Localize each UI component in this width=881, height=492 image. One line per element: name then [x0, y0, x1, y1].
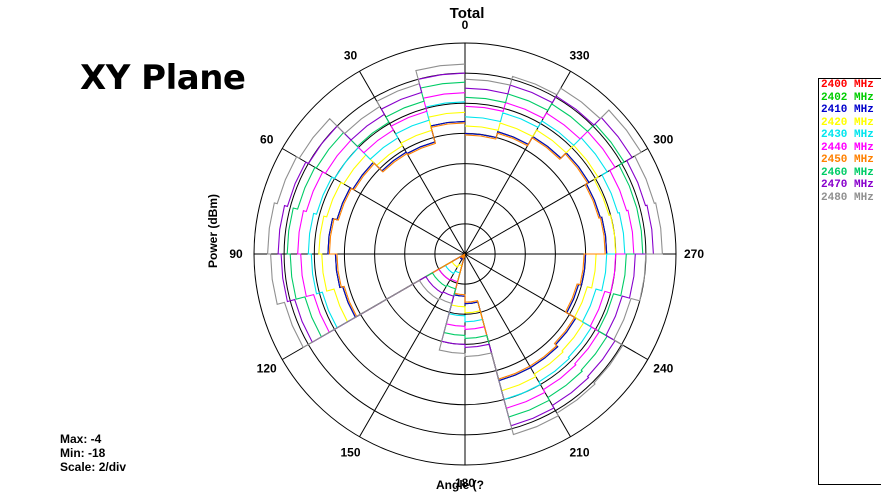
- legend-item: 2410 MHz: [821, 104, 874, 116]
- legend: 2400 MHz 2402 MHz 2410 MHz 2420 MHz 2430 MHz…: [818, 78, 881, 485]
- series-line: [307, 101, 626, 401]
- legend-item: 2440 MHz: [821, 141, 874, 154]
- angle-tick-label: 0: [462, 18, 469, 32]
- stat-min: Min: -18: [60, 446, 106, 460]
- angle-tick-label: 240: [653, 362, 673, 376]
- plane-label: XY Plane: [80, 58, 246, 98]
- legend-item: 2450 MHz: [821, 154, 874, 166]
- legend-item: 2402 MHz: [821, 91, 874, 104]
- angle-tick-label: 300: [653, 133, 673, 147]
- series-line: [328, 122, 606, 380]
- series-line: [327, 120, 608, 382]
- angle-tick-label: 330: [569, 49, 589, 63]
- stats-block: Max: -4 Min: -18 Scale: 2/div: [60, 432, 126, 474]
- series-line: [267, 63, 663, 436]
- angle-tick-label: 210: [569, 445, 589, 459]
- grid-spoke: [359, 71, 466, 255]
- stat-scale: Scale: 2/div: [60, 460, 127, 474]
- angle-tick-label: 60: [260, 133, 274, 147]
- chart-title: Total: [449, 5, 485, 22]
- angle-tick-label: 180: [455, 476, 475, 490]
- series-line: [327, 120, 608, 382]
- series-line: [277, 72, 654, 427]
- stat-max: Max: -4: [60, 432, 102, 446]
- grid-spoke: [464, 148, 648, 255]
- series-line: [318, 111, 617, 392]
- angle-tick-label: 270: [684, 247, 704, 261]
- angle-tick-label: 90: [229, 247, 243, 261]
- angle-tick-label: 150: [340, 445, 360, 459]
- legend-item: 2430 MHz: [821, 129, 874, 141]
- grid-spoke: [282, 148, 466, 255]
- series-line: [327, 120, 608, 382]
- angle-tick-label: 30: [344, 49, 358, 63]
- polar-chart: 0 30 60 90 120 150 180 210 240 270 300 330: [229, 18, 704, 490]
- series-layer: [267, 63, 663, 436]
- grid-spoke: [359, 253, 466, 437]
- y-axis-label: Power (dBm): [206, 193, 220, 268]
- legend-item: 2420 MHz: [821, 116, 874, 129]
- series-line: [297, 92, 635, 410]
- legend-item: 2480 MHz: [821, 191, 874, 204]
- angle-labels: 0 30 60 90 120 150 180 210 240 270 300 330: [229, 18, 704, 490]
- series-line: [286, 81, 644, 418]
- legend-item: 2460 MHz: [821, 166, 874, 179]
- x-axis-label: Angle (?: [436, 478, 484, 492]
- angle-tick-label: 120: [257, 362, 277, 376]
- legend-item: 2400 MHz: [821, 79, 874, 91]
- plot-area: 0 30 60 90 120 150 180 210 240 270 300 330: [8, 0, 881, 492]
- legend-item: 2470 MHz: [821, 179, 874, 191]
